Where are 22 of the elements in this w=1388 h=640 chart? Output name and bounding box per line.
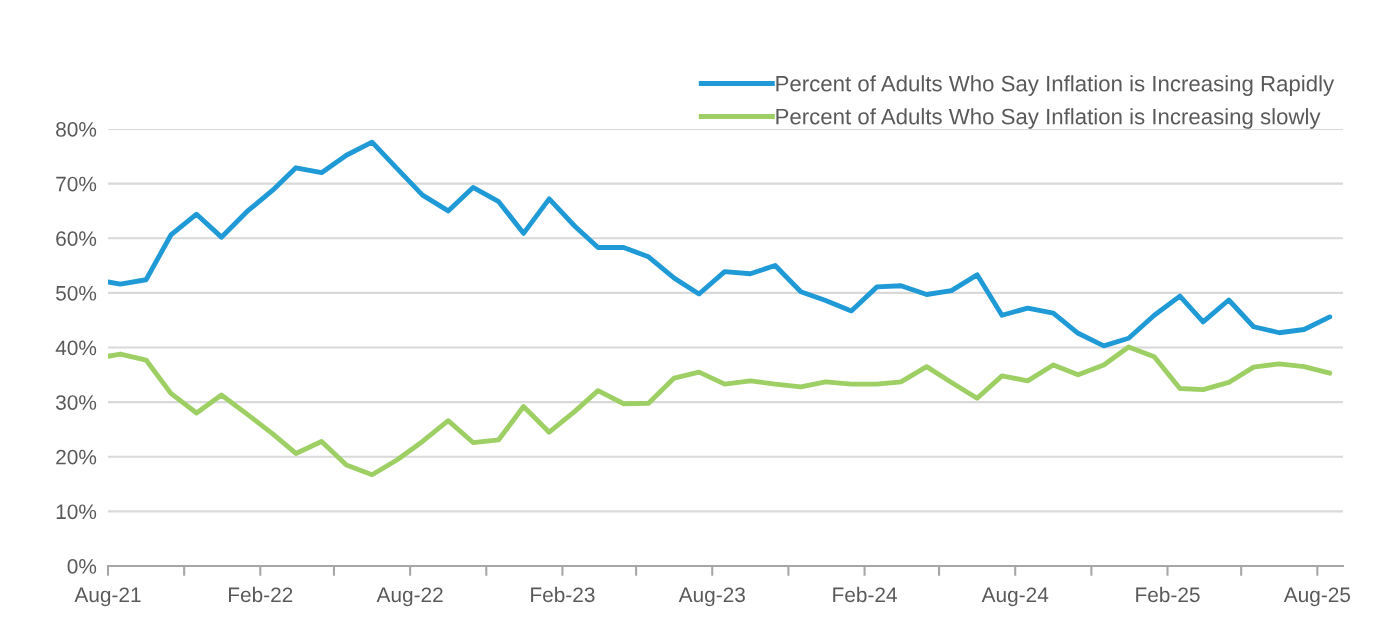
x-tick-label: Aug-22	[376, 587, 443, 607]
line-series	[108, 139, 1333, 349]
y-tick-label: 80%	[56, 122, 97, 137]
y-tick-label: 0%	[67, 559, 97, 574]
x-tick-label: Feb-23	[531, 586, 595, 603]
x-tick-label: Aug-25	[1283, 587, 1351, 607]
y-tick-label: 70%	[56, 176, 97, 192]
line-series	[108, 344, 1333, 478]
legend-label: Percent of Adults Who Say Inflation is Increasing Rapidly	[776, 75, 1335, 96]
x-tick-label: Feb-24	[833, 586, 897, 603]
y-tick-label: 60%	[56, 231, 97, 246]
y-tick-label: 10%	[56, 504, 97, 520]
x-tick-label: Aug-23	[678, 587, 745, 607]
y-tick-label: 30%	[55, 395, 97, 410]
y-tick-label: 20%	[56, 449, 97, 465]
x-tick-label: Aug-24	[981, 587, 1049, 607]
x-tick-label: Feb-22	[229, 586, 293, 603]
x-tick-label: Aug-21	[74, 587, 141, 607]
y-tick-label: 40%	[55, 340, 97, 356]
y-tick-label: 50%	[56, 285, 97, 301]
x-tick-label: Feb-25	[1136, 586, 1200, 603]
legend-label: Percent of Adults Who Say Inflation is Increasing slowly	[776, 108, 1321, 129]
